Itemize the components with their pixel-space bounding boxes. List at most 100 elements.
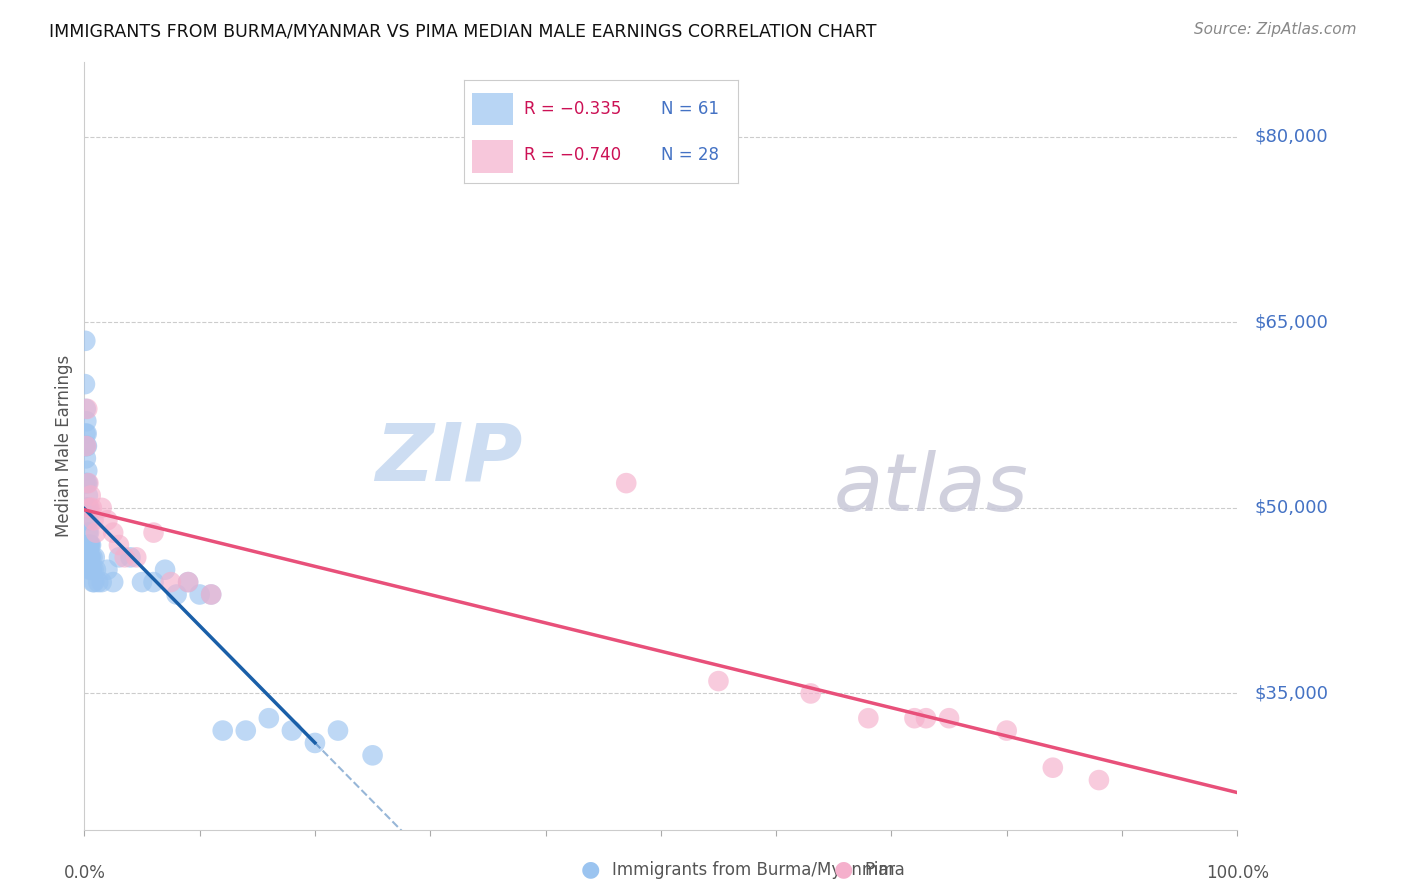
Point <box>938 711 960 725</box>
Point <box>361 748 384 763</box>
Point <box>90 575 112 590</box>
Point <box>915 711 938 725</box>
Point <box>79 563 101 577</box>
Point <box>200 587 222 601</box>
Point <box>87 575 110 590</box>
Point <box>120 550 142 565</box>
Point <box>77 500 100 515</box>
Point <box>77 538 100 552</box>
Text: R = −0.740: R = −0.740 <box>524 146 621 164</box>
Text: atlas: atlas <box>834 450 1029 528</box>
Text: Immigrants from Burma/Myanmar: Immigrants from Burma/Myanmar <box>612 861 894 879</box>
Point <box>77 550 100 565</box>
Point <box>76 426 98 441</box>
Point <box>166 587 188 601</box>
Point <box>76 476 98 491</box>
Point <box>108 538 131 552</box>
Point <box>995 723 1018 738</box>
Point <box>77 500 100 515</box>
Point <box>707 674 730 689</box>
Point <box>76 401 98 416</box>
Point <box>125 550 148 565</box>
Point <box>73 377 96 392</box>
Point <box>188 587 211 601</box>
Text: N = 61: N = 61 <box>661 100 720 118</box>
Point <box>903 711 925 725</box>
Text: $35,000: $35,000 <box>1254 684 1329 703</box>
Point <box>80 550 103 565</box>
Text: 0.0%: 0.0% <box>63 864 105 882</box>
Text: N = 28: N = 28 <box>661 146 720 164</box>
Point <box>96 563 118 577</box>
Point <box>75 500 97 515</box>
Point <box>75 426 97 441</box>
Point <box>103 525 124 540</box>
Point <box>79 538 101 552</box>
Point <box>1042 761 1064 775</box>
Point <box>83 550 105 565</box>
Point <box>800 686 823 700</box>
Point <box>76 439 98 453</box>
Point <box>80 563 103 577</box>
Point <box>235 723 257 738</box>
Point <box>79 550 101 565</box>
Point <box>131 575 153 590</box>
Text: $50,000: $50,000 <box>1254 499 1329 516</box>
Point <box>103 575 124 590</box>
Point <box>304 736 326 750</box>
Point <box>177 575 200 590</box>
Text: Source: ZipAtlas.com: Source: ZipAtlas.com <box>1194 22 1357 37</box>
Point <box>80 488 103 502</box>
Point <box>75 334 97 348</box>
Text: IMMIGRANTS FROM BURMA/MYANMAR VS PIMA MEDIAN MALE EARNINGS CORRELATION CHART: IMMIGRANTS FROM BURMA/MYANMAR VS PIMA ME… <box>49 22 877 40</box>
Point <box>77 476 100 491</box>
Point <box>82 575 104 590</box>
Point <box>76 500 98 515</box>
Point <box>858 711 880 725</box>
Point <box>80 500 103 515</box>
Point <box>614 476 637 491</box>
Point <box>142 575 165 590</box>
Point <box>84 563 107 577</box>
Point <box>73 439 96 453</box>
Text: Pima: Pima <box>865 861 905 879</box>
Point <box>76 464 98 478</box>
Point <box>76 525 98 540</box>
Point <box>79 550 101 565</box>
Text: ●: ● <box>834 860 853 880</box>
Y-axis label: Median Male Earnings: Median Male Earnings <box>55 355 73 537</box>
Point <box>76 488 98 502</box>
Bar <box>472 140 513 173</box>
Point <box>1088 773 1111 788</box>
Point <box>75 439 97 453</box>
Point <box>200 587 222 601</box>
Point <box>83 575 105 590</box>
Point <box>75 451 97 466</box>
Point <box>114 550 136 565</box>
Point <box>160 575 183 590</box>
Text: 100.0%: 100.0% <box>1206 864 1268 882</box>
Point <box>83 513 105 527</box>
Point <box>211 723 233 738</box>
Point <box>108 550 131 565</box>
Text: $65,000: $65,000 <box>1254 313 1329 331</box>
Point <box>80 563 103 577</box>
Point <box>75 476 97 491</box>
Text: ZIP: ZIP <box>375 419 523 498</box>
Bar <box>472 93 513 126</box>
Point <box>90 500 112 515</box>
Point <box>75 439 97 453</box>
Point <box>77 525 100 540</box>
Point <box>77 513 100 527</box>
Point <box>84 525 107 540</box>
Point <box>79 538 101 552</box>
Text: $80,000: $80,000 <box>1254 128 1329 145</box>
Point <box>257 711 280 725</box>
Point <box>79 500 101 515</box>
Point <box>80 538 103 552</box>
Point <box>153 563 176 577</box>
Point <box>76 476 98 491</box>
Point <box>142 525 165 540</box>
Point <box>75 401 97 416</box>
Point <box>326 723 349 738</box>
